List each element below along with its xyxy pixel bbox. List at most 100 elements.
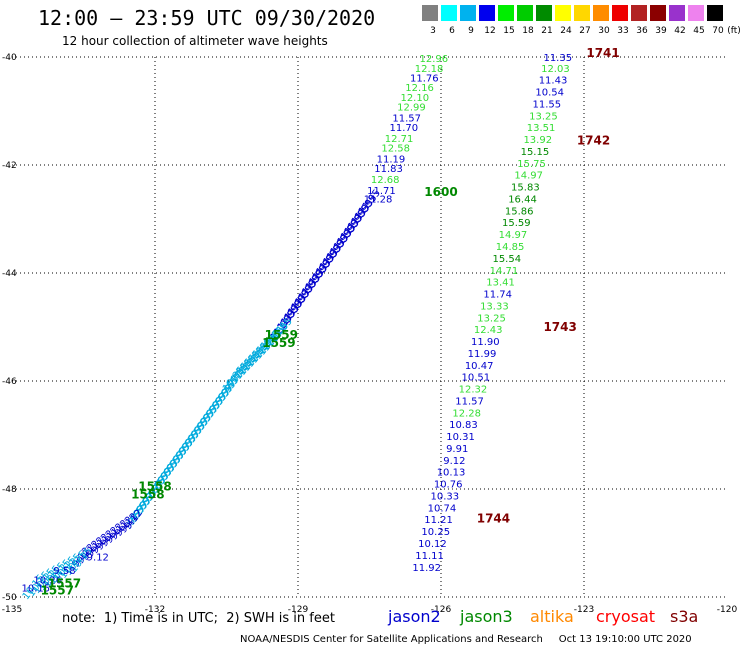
legend-swatch <box>441 5 457 21</box>
swh-label: 12.71 <box>385 134 414 145</box>
swh-label: 12.58 <box>381 144 410 155</box>
legend-swatch <box>479 5 495 21</box>
legend-swatch <box>593 5 609 21</box>
swh-label: 15.59 <box>502 218 531 229</box>
time-label: 1743 <box>543 320 576 334</box>
legend-unit: (ft) <box>727 26 740 36</box>
swh-label: 15.83 <box>511 183 540 194</box>
swh-label: 10.33 <box>430 491 459 502</box>
x-tick-label: -123 <box>574 605 594 615</box>
swh-label: 11.83 <box>374 164 403 175</box>
time-label: 1557 <box>48 577 81 591</box>
swh-label: 11.57 <box>392 113 421 124</box>
swh-label: 13.51 <box>527 123 556 134</box>
x-tick-label: -120 <box>717 605 738 615</box>
legend-label: 3 <box>430 26 436 36</box>
legend-label: 36 <box>636 26 648 36</box>
swh-label: 10.26 <box>33 576 62 587</box>
swh-label: 12.18 <box>415 64 444 75</box>
legend-label: 45 <box>693 26 705 36</box>
time-label: 1559 <box>262 336 295 350</box>
swh-label: 10.83 <box>449 420 478 431</box>
page-subtitle: 12 hour collection of altimeter wave hei… <box>62 34 328 48</box>
swh-label: 11.90 <box>471 337 500 348</box>
swh-label: 11.74 <box>483 290 512 301</box>
legend-label: 21 <box>541 26 553 36</box>
swh-label: 13.41 <box>486 278 515 289</box>
swh-label: 10.31 <box>446 432 475 443</box>
swh-label: 10.76 <box>434 480 463 491</box>
swh-label: 11.28 <box>364 194 393 205</box>
legend-label: 27 <box>579 26 591 36</box>
swh-label: 10.12 <box>418 539 447 550</box>
legend-swatch <box>555 5 571 21</box>
swh-label: 9.91 <box>446 444 468 455</box>
swh-label: 9.58 <box>53 566 75 577</box>
credit-line: NOAA/NESDIS Center for Satellite Applica… <box>240 634 692 645</box>
swh-label: 12.99 <box>397 103 426 114</box>
x-tick-label: -135 <box>2 605 22 615</box>
swh-label: 13.92 <box>523 135 552 146</box>
legend-swatch <box>536 5 552 21</box>
swh-label: 10.13 <box>437 468 466 479</box>
swh-label: 10.51 <box>461 373 490 384</box>
legend-label: 39 <box>655 26 667 36</box>
swh-label: 14.97 <box>514 171 543 182</box>
time-label: 1557 <box>41 584 74 598</box>
satellite-label-jason2: jason2 <box>388 607 441 626</box>
legend-swatch <box>498 5 514 21</box>
swh-label: 11.19 <box>377 155 406 166</box>
time-label: 1558 <box>138 479 171 493</box>
legend-swatch <box>517 5 533 21</box>
swh-label: 11.21 <box>424 515 453 526</box>
swh-label: 10.15 <box>22 583 51 594</box>
time-label: 1558 <box>131 487 164 501</box>
swh-label: 11.71 <box>367 186 396 197</box>
legend-swatch <box>650 5 666 21</box>
satellite-label-cryosat: cryosat <box>596 607 656 626</box>
time-label: 1744 <box>477 512 510 526</box>
legend-label: 42 <box>674 26 686 36</box>
swh-label: 13.25 <box>477 313 506 324</box>
swh-label: 9.12 <box>87 553 109 564</box>
page-title: 12:00 – 23:59 UTC 09/30/2020 <box>38 6 376 30</box>
swh-label: 10.25 <box>421 527 450 538</box>
swh-label: 12.32 <box>459 385 488 396</box>
swh-label: 11.70 <box>389 123 418 134</box>
satellite-label-s3a: s3a <box>670 607 699 626</box>
swh-label: 12.16 <box>405 83 434 94</box>
legend-label: 9 <box>468 26 474 36</box>
satellite-label-altika: altika <box>530 607 574 626</box>
swh-label: 15.15 <box>521 147 550 158</box>
swh-label: 13.25 <box>529 111 558 122</box>
legend-label: 15 <box>503 26 515 36</box>
swh-label: 11.11 <box>415 551 444 562</box>
time-label: 1559 <box>265 328 298 342</box>
swh-label: 11.92 <box>412 563 441 574</box>
swh-label: 14.71 <box>490 266 519 277</box>
swh-label: 11.57 <box>455 396 484 407</box>
legend-swatch <box>460 5 476 21</box>
time-label: 1742 <box>577 134 610 148</box>
x-tick-label: -129 <box>288 605 309 615</box>
swh-label: 9.12 <box>443 456 465 467</box>
y-tick-label: -42 <box>2 161 17 171</box>
legend-label: 33 <box>617 26 629 36</box>
x-tick-label: -132 <box>145 605 165 615</box>
legend-label: 70 <box>712 26 724 36</box>
footer-note: note: 1) Time is in UTC; 2) SWH is in fe… <box>62 611 335 626</box>
swh-label: 15.86 <box>505 206 534 217</box>
swh-label: 11.43 <box>539 76 568 87</box>
swh-label: 16.44 <box>508 194 537 205</box>
swh-label: 12.43 <box>474 325 503 336</box>
satellite-label-jason3: jason3 <box>460 607 513 626</box>
swh-label: 15.54 <box>492 254 521 265</box>
legend-swatch <box>688 5 704 21</box>
y-tick-label: -46 <box>2 377 17 387</box>
legend-swatch <box>574 5 590 21</box>
swh-label: 10.54 <box>535 88 564 99</box>
legend-swatch <box>612 5 628 21</box>
swh-label: 12.68 <box>371 175 400 186</box>
y-tick-label: -48 <box>2 485 17 495</box>
